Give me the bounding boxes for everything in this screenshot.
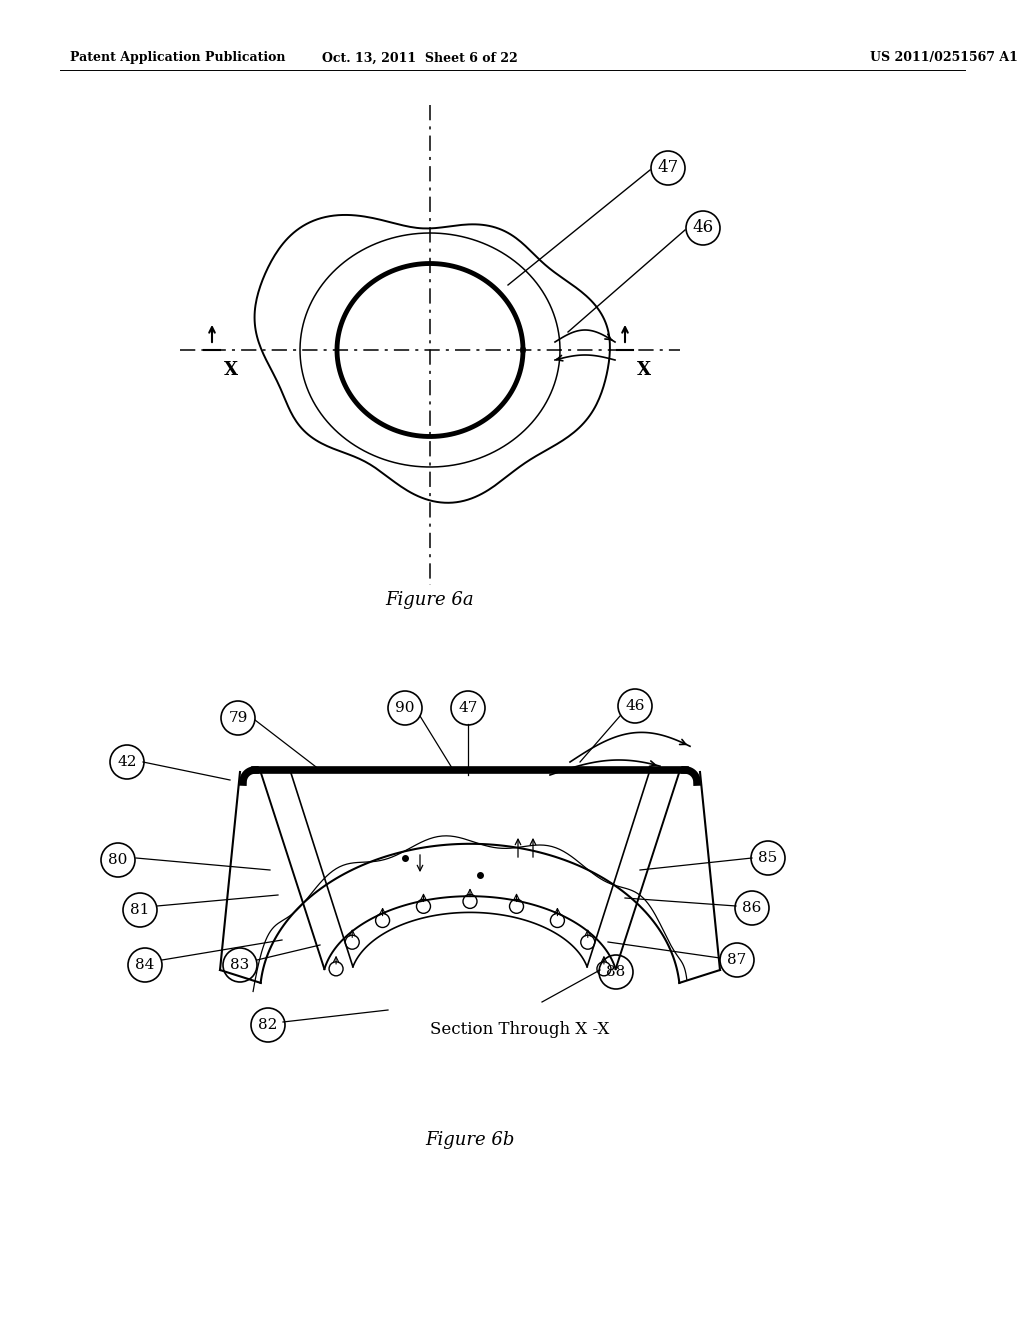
Text: US 2011/0251567 A1: US 2011/0251567 A1: [870, 51, 1018, 65]
Text: Section Through X -X: Section Through X -X: [430, 1022, 609, 1039]
Text: 84: 84: [135, 958, 155, 972]
Text: X: X: [224, 360, 239, 379]
Text: X: X: [637, 360, 651, 379]
Text: 86: 86: [742, 902, 762, 915]
Text: 80: 80: [109, 853, 128, 867]
Text: Figure 6b: Figure 6b: [425, 1131, 515, 1148]
Text: 90: 90: [395, 701, 415, 715]
Text: Patent Application Publication: Patent Application Publication: [70, 51, 286, 65]
Text: 46: 46: [692, 219, 714, 236]
Text: Oct. 13, 2011  Sheet 6 of 22: Oct. 13, 2011 Sheet 6 of 22: [323, 51, 518, 65]
Text: 47: 47: [657, 160, 679, 177]
Text: 88: 88: [606, 965, 626, 979]
Text: 46: 46: [626, 700, 645, 713]
Text: 82: 82: [258, 1018, 278, 1032]
Text: 42: 42: [118, 755, 137, 770]
Text: 81: 81: [130, 903, 150, 917]
Text: Figure 6a: Figure 6a: [386, 591, 474, 609]
Text: 85: 85: [759, 851, 777, 865]
Text: 79: 79: [228, 711, 248, 725]
Text: 87: 87: [727, 953, 746, 968]
Text: 47: 47: [459, 701, 477, 715]
Text: 83: 83: [230, 958, 250, 972]
